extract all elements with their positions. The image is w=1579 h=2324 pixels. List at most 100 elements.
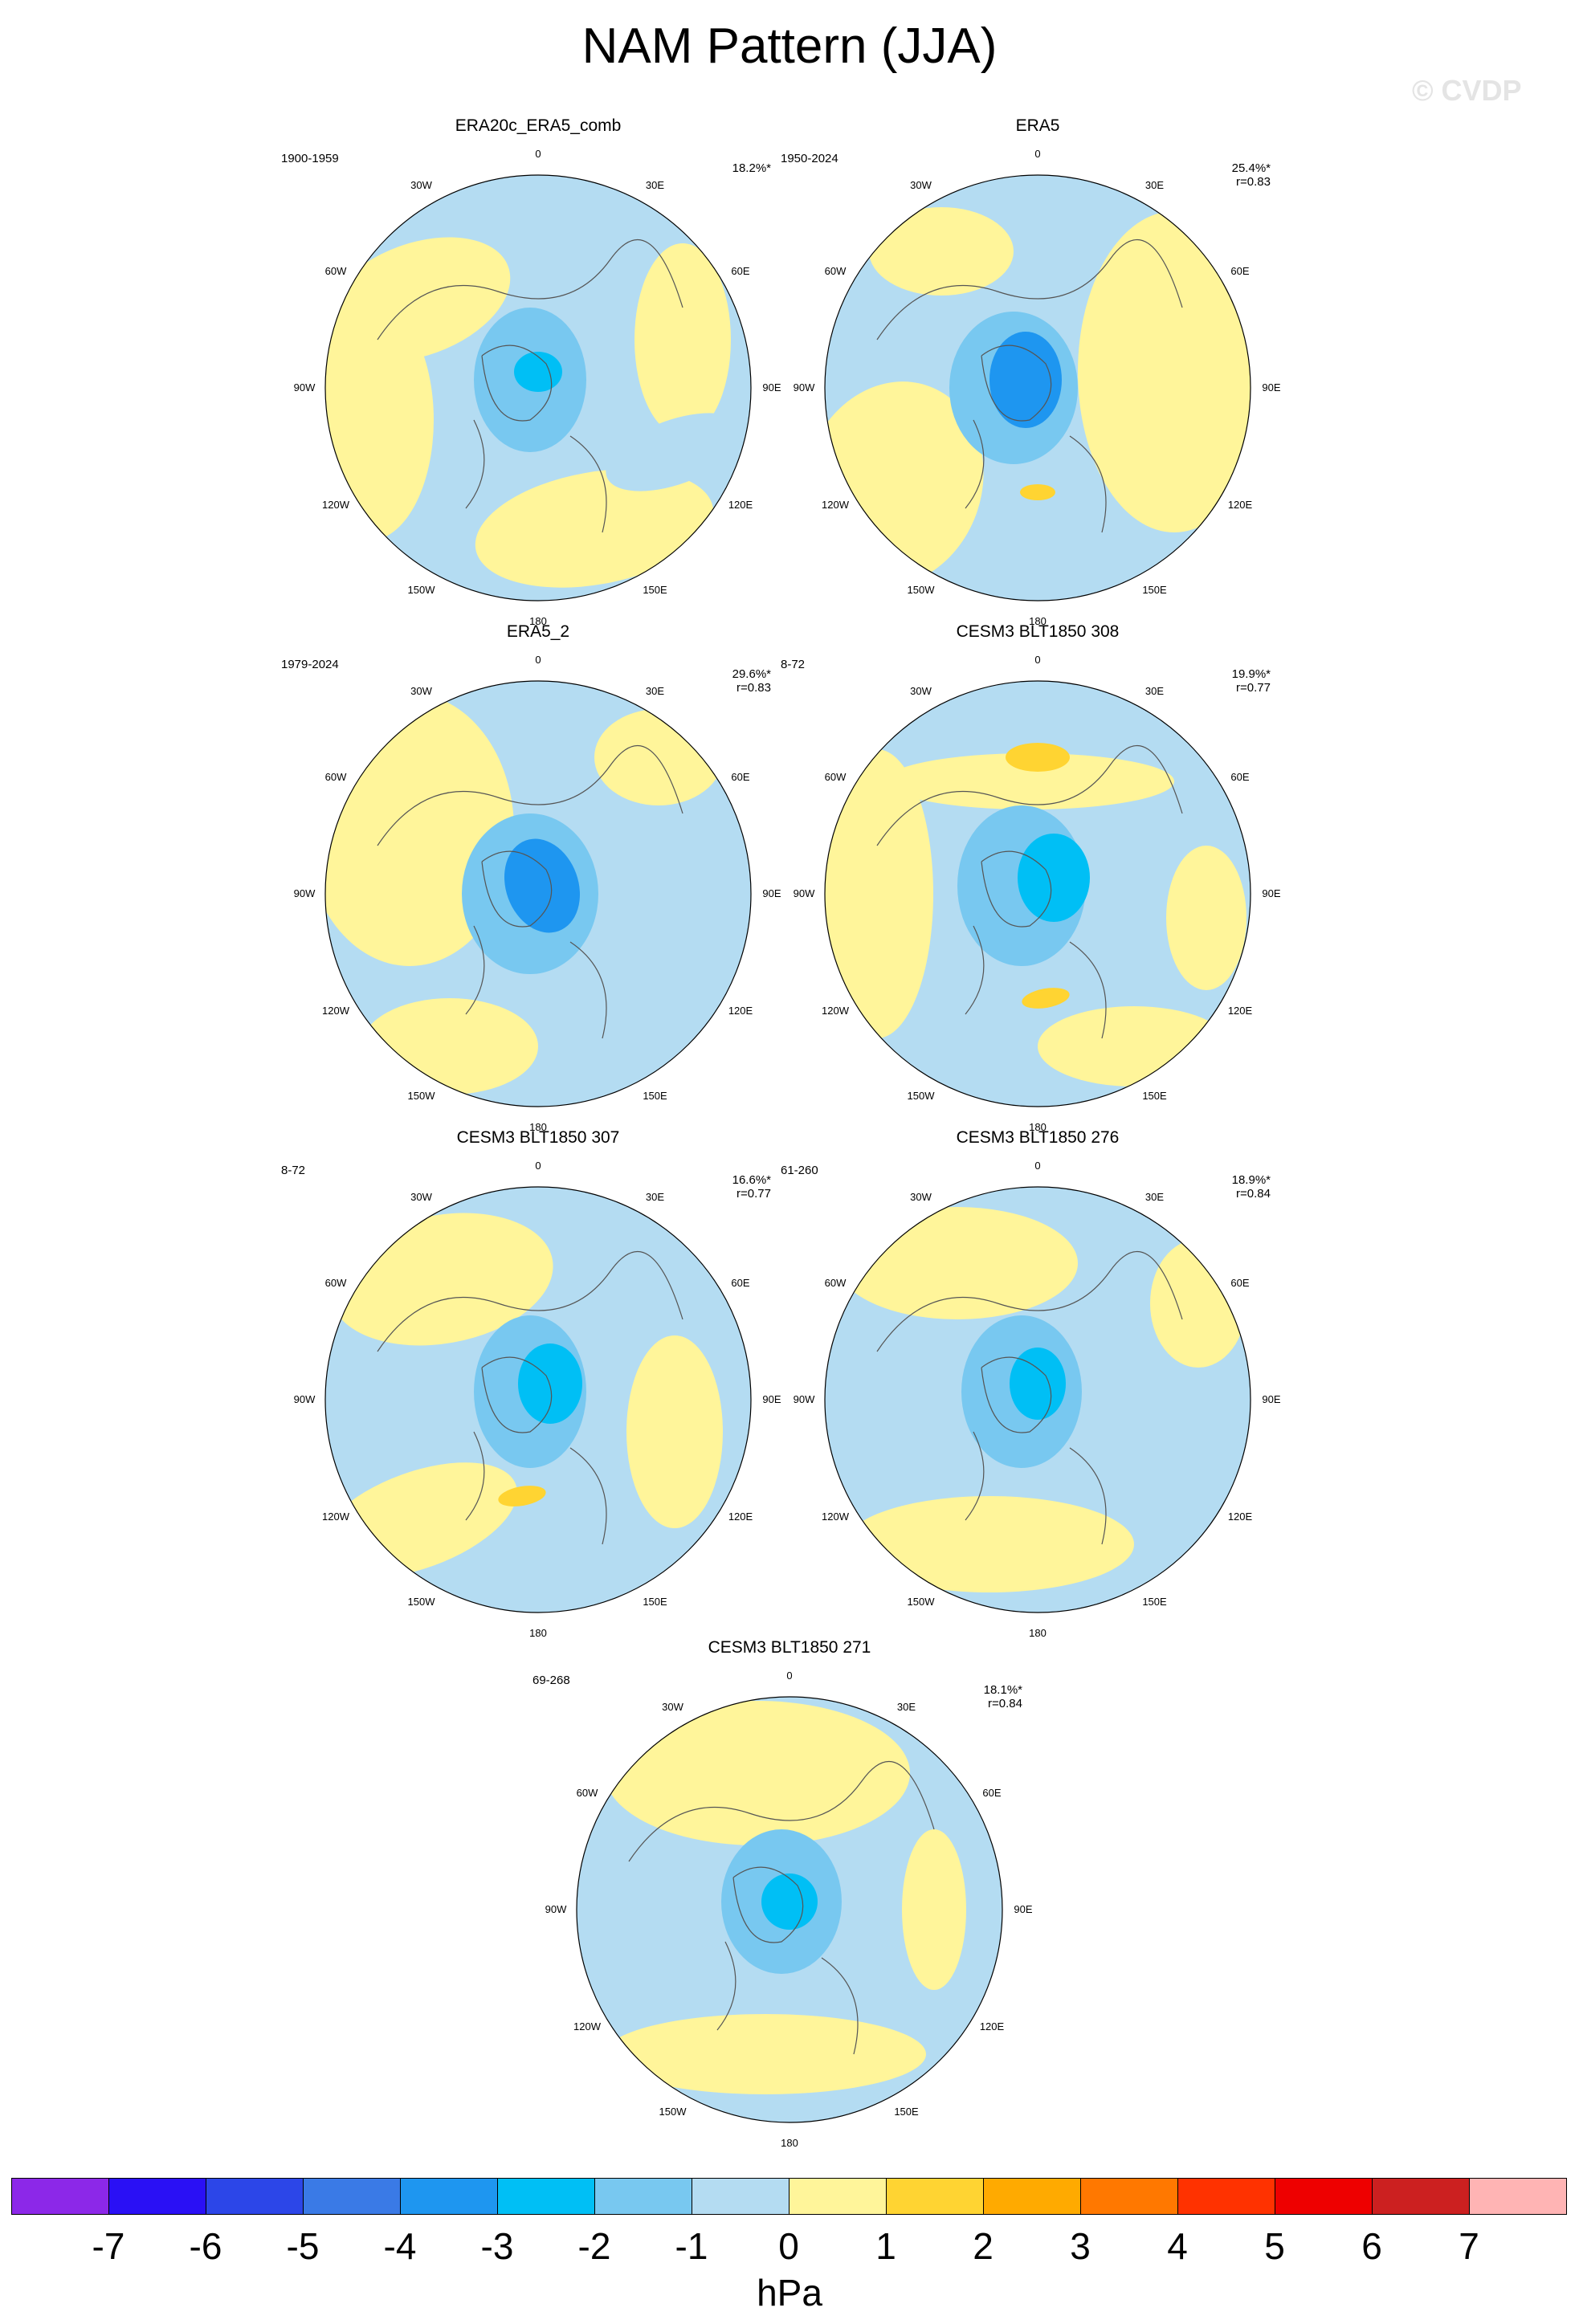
lon-label-90w: 90W	[293, 381, 316, 393]
lon-label-150e: 150E	[1142, 1596, 1167, 1608]
panel-title: ERA20c_ERA5_comb	[455, 116, 622, 135]
lon-label-90w: 90W	[293, 887, 316, 899]
colorbar-swatch	[11, 2178, 109, 2215]
lon-label-90e: 90E	[762, 887, 781, 899]
lon-label-150w: 150W	[659, 2106, 687, 2118]
lon-label-0: 0	[1034, 1160, 1041, 1172]
lon-label-120w: 120W	[822, 1004, 849, 1017]
lon-label-120w: 120W	[322, 1004, 349, 1017]
map-panel-5: CESM3 BLT1850 307 8-72 16.6%* r=0.77 180…	[201, 1128, 875, 1639]
panel-explained-variance: 29.6%*	[732, 667, 771, 681]
panel-explained-variance: 19.9%*	[1231, 667, 1271, 681]
anomaly-contour	[606, 413, 744, 491]
cvdp-watermark: © CVDP	[1412, 74, 1522, 107]
colorbar-tick-label: 2	[973, 2225, 994, 2267]
panel-explained-variance: 16.6%*	[732, 1173, 771, 1187]
anomaly-contour	[1006, 743, 1070, 772]
coastline	[377, 1250, 683, 1545]
map-panel-7: CESM3 BLT1850 271 69-268 18.1%* r=0.84 1…	[452, 1638, 1127, 2149]
lon-label-60e: 60E	[731, 1276, 750, 1289]
lon-label-30e: 30E	[1144, 1190, 1165, 1203]
lon-label-60w: 60W	[324, 770, 347, 783]
lon-label-150e: 150E	[894, 2106, 919, 2118]
lon-label-120e: 120E	[728, 1510, 753, 1523]
lon-label-150w: 150W	[907, 584, 935, 596]
anomaly-contour	[605, 1701, 910, 1845]
anomaly-contour	[498, 1486, 546, 1507]
anomaly-contour	[989, 332, 1062, 428]
lon-label-30w: 30W	[910, 684, 932, 697]
panel-title: CESM3 BLT1850 276	[956, 1128, 1120, 1147]
lon-label-30w: 30W	[662, 1700, 683, 1713]
map-panel-6: CESM3 BLT1850 276 61-260 18.9%* r=0.84 1…	[700, 1128, 1375, 1639]
panel-pattern-correlation: r=0.77	[736, 1187, 771, 1201]
panel-pattern-correlation: r=0.83	[736, 681, 771, 695]
colorbar-swatch	[400, 2178, 498, 2215]
lon-label-150w: 150W	[907, 1596, 935, 1608]
lon-label-150e: 150E	[643, 1596, 667, 1608]
lon-label-60e: 60E	[731, 770, 750, 783]
polar-map	[324, 1186, 752, 1613]
lon-label-90e: 90E	[762, 381, 781, 393]
colorbar-swatch	[1469, 2178, 1567, 2215]
lon-label-60e: 60E	[1230, 770, 1250, 783]
anomaly-contour	[885, 753, 1174, 809]
lon-label-180: 180	[529, 1627, 547, 1639]
lon-label-150w: 150W	[407, 584, 435, 596]
panel-period: 1950-2024	[781, 152, 838, 165]
lon-label-90e: 90E	[1262, 381, 1281, 393]
anomaly-contour	[518, 1343, 582, 1424]
colorbar-swatch	[789, 2178, 887, 2215]
lon-label-30w: 30W	[410, 178, 432, 191]
colorbar-tick-label: 5	[1264, 2225, 1285, 2267]
map-panel-1: ERA20c_ERA5_comb 1900-1959 18.2%* 180 150…	[201, 116, 875, 627]
colorbar-swatch	[1275, 2178, 1373, 2215]
panel-title: ERA5_2	[506, 622, 570, 641]
colorbar-tick-label: -6	[189, 2225, 222, 2267]
anomaly-contour	[530, 858, 562, 905]
lon-label-90w: 90W	[293, 1393, 316, 1405]
anomaly-contour	[626, 1335, 723, 1528]
lon-label-150e: 150E	[1142, 584, 1167, 596]
panel-pattern-correlation: r=0.84	[1236, 1187, 1271, 1201]
colorbar	[11, 2178, 1567, 2216]
lon-label-150e: 150E	[643, 1090, 667, 1102]
lon-label-120w: 120W	[822, 1510, 849, 1523]
lon-label-60e: 60E	[1230, 264, 1250, 277]
panel-title: CESM3 BLT1850 271	[708, 1638, 871, 1657]
panel-explained-variance: 18.9%*	[1231, 1173, 1271, 1187]
lon-label-150e: 150E	[643, 584, 667, 596]
map-border	[324, 174, 752, 601]
anomaly-contour	[514, 352, 562, 392]
anomaly-contour	[475, 469, 714, 588]
panel-title: ERA5	[1015, 116, 1060, 135]
lon-label-90w: 90W	[793, 887, 815, 899]
lon-label-60w: 60W	[576, 1786, 598, 1799]
anomaly-contour	[1038, 1006, 1230, 1087]
lon-label-30e: 30E	[645, 1190, 665, 1203]
colorbar-swatch	[108, 2178, 206, 2215]
map-border	[824, 680, 1251, 1107]
colorbar-tick-label: -1	[675, 2225, 708, 2267]
lon-label-60w: 60W	[824, 770, 847, 783]
colorbar-swatch	[1080, 2178, 1178, 2215]
anomaly-contour	[1022, 988, 1070, 1009]
lon-label-180: 180	[529, 615, 547, 627]
lon-label-120e: 120E	[1227, 498, 1253, 511]
colorbar-tick-label: -5	[286, 2225, 320, 2267]
lon-label-90e: 90E	[1262, 1393, 1281, 1405]
lon-label-180: 180	[1029, 1627, 1047, 1639]
colorbar-tick-label: 0	[778, 2225, 799, 2267]
panel-period: 1979-2024	[281, 658, 339, 671]
colorbar-tick-label: 4	[1167, 2225, 1188, 2267]
map-panel-2: ERA5 1950-2024 25.4%* r=0.83 180 150E 120E…	[700, 116, 1375, 627]
colorbar-tick-label: 7	[1459, 2225, 1479, 2267]
lon-label-120e: 120E	[728, 498, 753, 511]
polar-map	[576, 1696, 1003, 2123]
lon-label-150w: 150W	[407, 1090, 435, 1102]
panel-period: 8-72	[781, 658, 806, 671]
anomaly-contour	[845, 1496, 1134, 1592]
map-border	[824, 174, 1251, 601]
lon-label-30w: 30W	[910, 178, 932, 191]
coastline	[876, 239, 1183, 533]
